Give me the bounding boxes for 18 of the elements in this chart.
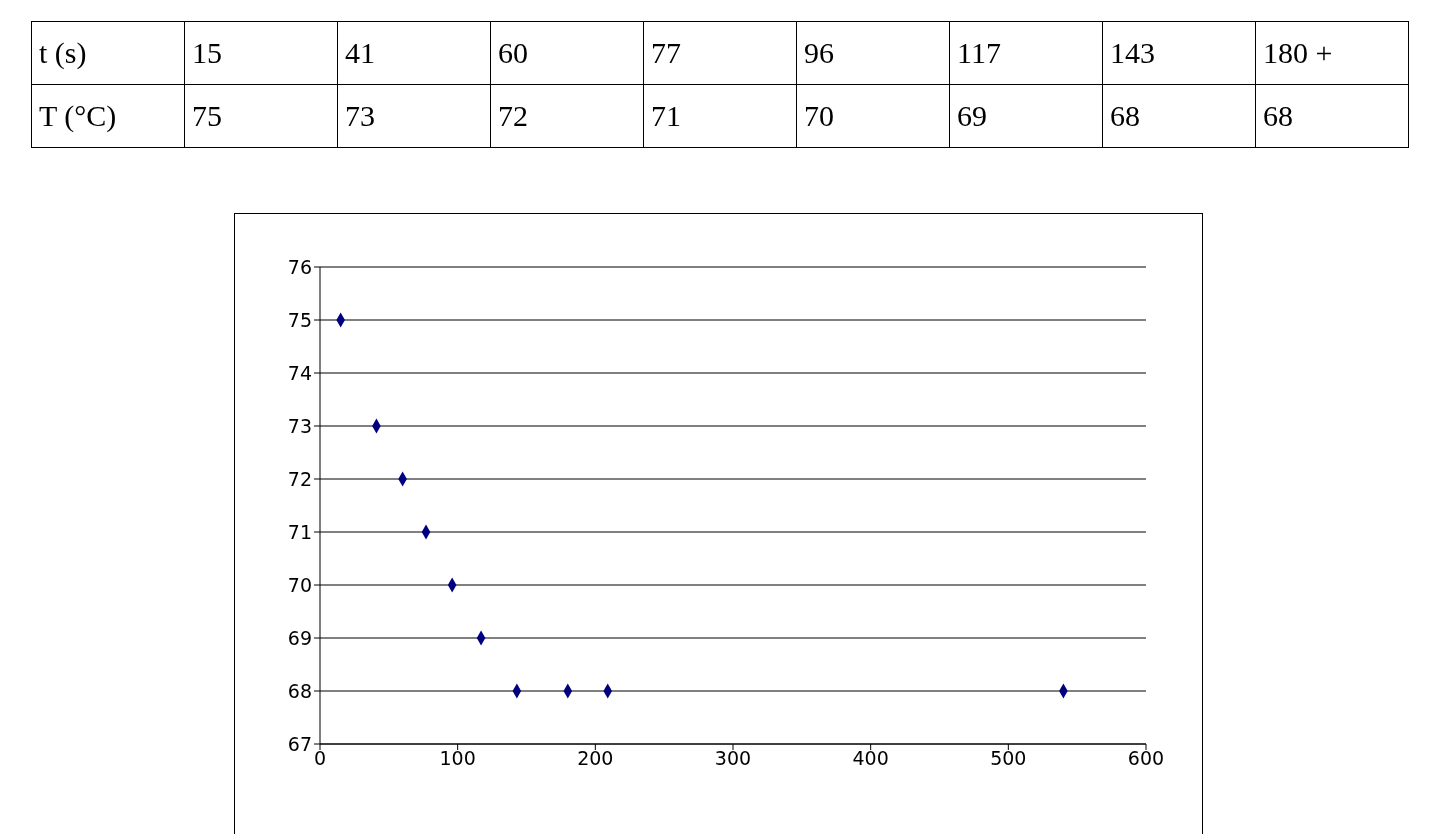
y-tick-label: 69	[287, 626, 312, 649]
x-tick-label: 0	[313, 747, 327, 770]
x-tick-label: 100	[439, 747, 476, 770]
values-table: t (s) 15 41 60 77 96 117 143 180 + T (°C) 75 73 72 71 70 69 68 68	[31, 21, 1409, 148]
x-tick-label: 300	[714, 747, 752, 770]
y-tick-label: 73	[287, 414, 312, 437]
x-tick-label: 400	[852, 747, 889, 770]
x-tick-label: 600	[1127, 747, 1165, 770]
y-tick-label: 71	[287, 520, 312, 543]
y-tick-label: 75	[287, 308, 312, 331]
y-tick-label: 74	[287, 361, 312, 384]
y-tick-label: 76	[287, 255, 312, 278]
y-tick-label: 67	[287, 732, 312, 755]
x-tick-label: 500	[990, 747, 1027, 770]
y-tick-label: 72	[287, 467, 312, 490]
x-tick-label: 200	[577, 747, 614, 770]
y-tick-label: 68	[287, 679, 312, 702]
y-tick-label: 70	[287, 573, 312, 596]
